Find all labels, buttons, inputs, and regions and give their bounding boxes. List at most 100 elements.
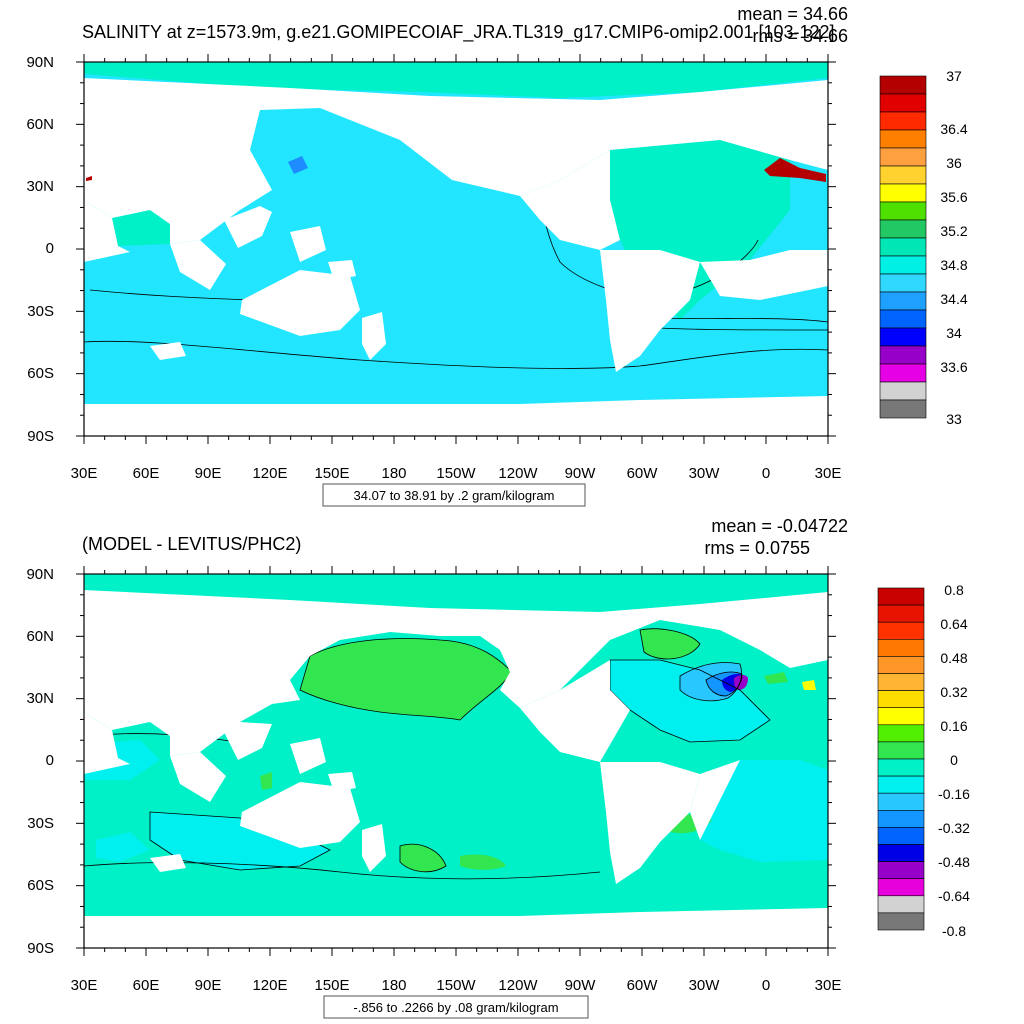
contour-range-label: -.856 to .2266 by .08 gram/kilogram xyxy=(353,1000,558,1015)
colorbar-swatch xyxy=(879,147,927,167)
lon-tick-label: 30E xyxy=(71,465,98,482)
colorbar-label: 0.8 xyxy=(944,582,964,598)
axis-tick-marks xyxy=(76,54,836,956)
lat-tick-label: 30N xyxy=(26,178,54,195)
high-salinity-patch-small xyxy=(86,176,92,181)
colorbar-swatch xyxy=(877,656,925,674)
longitude-tick-labels: 30E 60E 90E 120E 150E 180 150W 120W 90W … xyxy=(71,977,842,994)
panel-salinity: SALINITY at z=1573.9m, g.e21.GOMIPECOIAF… xyxy=(26,4,968,507)
contour-range-label: 34.07 to 38.91 by .2 gram/kilogram xyxy=(354,488,555,503)
panel-title: (MODEL - LEVITUS/PHC2) xyxy=(82,534,301,554)
colorbar-label: 0.16 xyxy=(940,718,967,734)
colorbar-swatch xyxy=(877,638,925,657)
lon-tick-label: 60W xyxy=(627,977,659,994)
lon-tick-label: 90W xyxy=(565,977,597,994)
colorbar-swatch xyxy=(879,93,927,113)
colorbar-swatch xyxy=(877,861,925,879)
colorbar-label: 35.6 xyxy=(940,189,967,205)
colorbar-swatch xyxy=(879,183,927,203)
colorbar-swatch xyxy=(879,309,927,329)
colorbar-swatch xyxy=(877,741,925,760)
lon-tick-label: 30E xyxy=(815,465,842,482)
colorbar-swatch xyxy=(877,604,925,623)
lon-tick-label: 120W xyxy=(498,977,538,994)
colorbar-swatch xyxy=(879,381,927,401)
colorbar-swatch xyxy=(879,399,927,419)
panel-difference: (MODEL - LEVITUS/PHC2) mean = -0.04722 r… xyxy=(26,516,970,1019)
lon-tick-label: 0 xyxy=(762,977,770,994)
colorbar-swatch xyxy=(879,219,927,239)
colorbar-swatch xyxy=(879,201,927,221)
lat-tick-label: 90S xyxy=(27,940,54,957)
lat-tick-label: 60N xyxy=(26,628,54,645)
colorbar-swatch xyxy=(877,912,925,931)
colorbar-swatch xyxy=(877,895,925,914)
range-label-box: 34.07 to 38.91 by .2 gram/kilogram xyxy=(322,483,586,507)
lon-tick-label: 120W xyxy=(498,465,538,482)
colorbar-swatch xyxy=(879,291,927,311)
colorbar xyxy=(877,587,925,931)
colorbar-label: 34.4 xyxy=(940,291,967,307)
colorbar-swatch xyxy=(879,129,927,149)
lat-tick-label: 60N xyxy=(26,116,54,133)
lon-tick-label: 90E xyxy=(195,977,222,994)
lon-tick-label: 30E xyxy=(815,977,842,994)
colorbar-label: 36 xyxy=(946,155,962,171)
lon-tick-label: 30W xyxy=(689,465,721,482)
colorbar-swatch xyxy=(877,690,925,708)
colorbar-swatch xyxy=(877,827,925,845)
colorbar-label: 0.48 xyxy=(940,650,967,666)
colorbar-swatch xyxy=(879,363,927,383)
colorbar-label: 37 xyxy=(946,68,962,84)
map-area xyxy=(83,573,829,949)
mean-stat: mean = -0.04722 xyxy=(711,516,848,536)
lat-tick-label: 60S xyxy=(27,877,54,894)
colorbar-swatch xyxy=(877,707,925,726)
lon-tick-label: 180 xyxy=(381,977,406,994)
lon-tick-label: 120E xyxy=(252,977,287,994)
lon-tick-label: 60W xyxy=(627,465,659,482)
colorbar-swatch xyxy=(877,673,925,691)
colorbar-labels: 37 36.4 36 35.6 35.2 34.8 34.4 34 33.6 3… xyxy=(940,68,967,427)
colorbar-labels: 0.8 0.64 0.48 0.32 0.16 0 -0.16 -0.32 -0… xyxy=(938,582,970,939)
colorbar-label: -0.48 xyxy=(938,854,970,870)
colorbar-label: 0.32 xyxy=(940,684,967,700)
lon-tick-label: 60E xyxy=(133,465,160,482)
colorbar-label: 33 xyxy=(946,411,962,427)
colorbar-label: -0.16 xyxy=(938,786,970,802)
colorbar-swatch xyxy=(877,587,925,606)
lat-tick-label: 60S xyxy=(27,365,54,382)
lat-tick-label: 90N xyxy=(26,566,54,583)
lat-tick-label: 90S xyxy=(27,428,54,445)
rms-stat: rms = 0.0755 xyxy=(704,538,810,558)
colorbar-swatch xyxy=(879,255,927,275)
colorbar-swatch xyxy=(877,758,925,777)
lat-tick-label: 30S xyxy=(27,815,54,832)
colorbar-swatch xyxy=(879,345,927,365)
colorbar-swatch xyxy=(877,844,925,862)
lon-tick-label: 0 xyxy=(762,465,770,482)
lat-tick-label: 90N xyxy=(26,54,54,71)
colorbar-label: 0.64 xyxy=(940,616,967,632)
colorbar-label: -0.64 xyxy=(938,888,970,904)
lon-tick-label: 30W xyxy=(689,977,721,994)
colorbar-label: -0.8 xyxy=(942,923,966,939)
lon-tick-label: 120E xyxy=(252,465,287,482)
colorbar-swatch xyxy=(879,327,927,347)
high-salinity-patch xyxy=(764,158,826,182)
rms-stat: rms = 34.66 xyxy=(752,26,848,46)
positive-anomaly-patch xyxy=(802,680,816,690)
land-masses xyxy=(84,590,828,948)
lon-tick-label: 90E xyxy=(195,465,222,482)
land-masses xyxy=(84,78,828,436)
colorbar-swatch xyxy=(877,621,925,640)
colorbar-swatch xyxy=(877,809,925,828)
map-area xyxy=(83,61,829,437)
lat-tick-label: 0 xyxy=(46,240,54,257)
mean-stat: mean = 34.66 xyxy=(737,4,848,24)
longitude-tick-labels: 30E 60E 90E 120E 150E 180 150W 120W 90W … xyxy=(71,465,842,482)
colorbar-label: 35.2 xyxy=(940,223,967,239)
lon-tick-label: 150E xyxy=(314,977,349,994)
colorbar-swatch xyxy=(877,792,925,811)
